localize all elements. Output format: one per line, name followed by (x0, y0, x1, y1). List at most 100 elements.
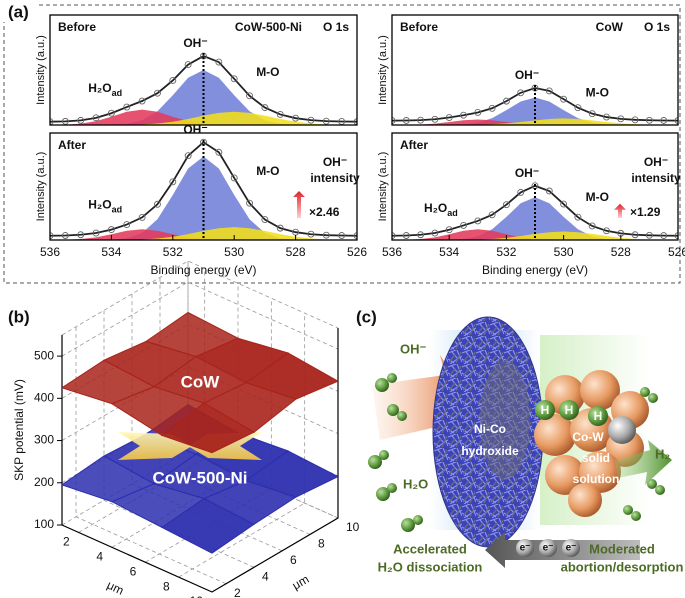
grid-line (61, 366, 339, 441)
plot-frame (391, 132, 679, 241)
y-tick-label: 4 (262, 570, 269, 584)
material-label: hydroxide (461, 444, 519, 458)
atom-label: H (541, 403, 550, 417)
peak-label: M-O (256, 65, 279, 79)
peak-label-part: H₂O (88, 198, 111, 212)
xps-panel: After Intensity (a.u.) OH⁻ H₂Oad M-O 536 534 53… (377, 132, 685, 277)
data-point (574, 213, 582, 221)
component-area (392, 231, 678, 240)
peak-label: M-O (586, 85, 609, 99)
data-point (92, 114, 100, 122)
sheet-shadow (480, 360, 530, 480)
data-point (645, 231, 653, 239)
peak-label-part: ad (447, 208, 458, 218)
ratio-title: OH⁻ (644, 155, 668, 169)
data-point (460, 221, 467, 229)
ratio-label: ×2.46 (309, 205, 340, 219)
x-tick-label: 10 (190, 594, 204, 598)
data-point (307, 116, 315, 124)
x-tick-label: 528 (611, 245, 631, 259)
x-axis-label: Binding energy (eV) (482, 263, 588, 277)
x-tick-label: 4 (96, 550, 103, 564)
data-point (674, 117, 678, 125)
x-tick-label: 534 (439, 245, 459, 259)
data-point (230, 75, 238, 83)
ratio-arrow (293, 190, 305, 218)
sample-name: CoW (596, 20, 624, 34)
material-label: solution (573, 472, 620, 486)
data-point (517, 188, 525, 196)
data-point (61, 232, 69, 239)
x-tick-label: 526 (668, 245, 685, 259)
data-point (631, 116, 639, 124)
data-point (138, 213, 146, 221)
data-point (460, 111, 467, 119)
data-point (261, 216, 269, 224)
x-tick-label: 532 (163, 245, 183, 259)
z-tick-label: 200 (34, 475, 54, 489)
xps-panel: After Intensity (a.u.) OH⁻ H₂Oad M-O 536 534 53… (35, 122, 367, 277)
data-point (184, 152, 192, 160)
panel-frame (3, 4, 681, 284)
peak-label-part: ad (112, 205, 123, 215)
component-area (50, 229, 357, 240)
data-point (502, 97, 510, 105)
surface-label: CoW (181, 372, 221, 391)
ratio-label: ×1.29 (630, 205, 661, 219)
z-tick-label: 500 (34, 348, 54, 362)
surface-patch (161, 497, 255, 554)
ion-label: H₂ (655, 446, 670, 461)
peak-label: H₂Oad (88, 81, 122, 98)
electron (562, 539, 580, 557)
data-point (322, 117, 330, 125)
data-point (276, 110, 284, 118)
data-point (77, 116, 85, 124)
data-point (276, 224, 284, 232)
electron-label: e⁻ (543, 543, 554, 554)
material-label: Co-W (572, 430, 604, 444)
molecules (368, 373, 665, 532)
data-point (261, 104, 269, 112)
data-point (603, 113, 610, 121)
data-point (545, 187, 553, 195)
peak-label: M-O (256, 164, 279, 178)
plot-frame (49, 132, 358, 241)
fit-line (50, 141, 357, 237)
y-tick-label: 2 (234, 586, 241, 598)
component-area (50, 109, 357, 125)
data-point (246, 92, 254, 100)
data-point (292, 114, 300, 122)
material-label: solid (582, 451, 610, 465)
data-point (417, 116, 425, 124)
box-edge (61, 260, 339, 336)
surface-label: CoW-500-Ni (152, 468, 247, 487)
xps-panel: Before CoW O 1s Intensity (a.u.) OH⁻ M-O (377, 14, 679, 126)
x-axis-label: Binding energy (eV) (150, 263, 256, 277)
data-point (660, 232, 668, 240)
surface-patch (160, 402, 256, 454)
atom-label: H (565, 403, 574, 417)
panel-title: Before (400, 20, 438, 34)
panel-title: After (58, 138, 86, 152)
region-label: O 1s (323, 20, 349, 34)
peak-label: H₂Oad (424, 201, 458, 218)
surface-plot: 100 200 300 400 500 2 4 6 8 10 2 4 6 8 10 μm μm SKP poten… (12, 260, 360, 598)
data-point (517, 89, 525, 97)
component-area (50, 156, 357, 240)
data-point (169, 76, 177, 84)
peak-label: OH⁻ (515, 68, 539, 82)
data-point (392, 117, 396, 125)
ion-label: OH⁻ (400, 341, 427, 356)
y-tick-label: 10 (346, 520, 360, 534)
data-point (588, 222, 596, 230)
data-point (123, 103, 131, 111)
data-point (560, 200, 568, 208)
electron (539, 539, 557, 557)
data-point (169, 178, 177, 186)
data-point (138, 97, 146, 105)
data-point (107, 226, 115, 234)
data-point (474, 217, 482, 225)
data-point (574, 104, 582, 112)
data-point (674, 232, 678, 240)
y-tick-label: 6 (290, 553, 297, 567)
